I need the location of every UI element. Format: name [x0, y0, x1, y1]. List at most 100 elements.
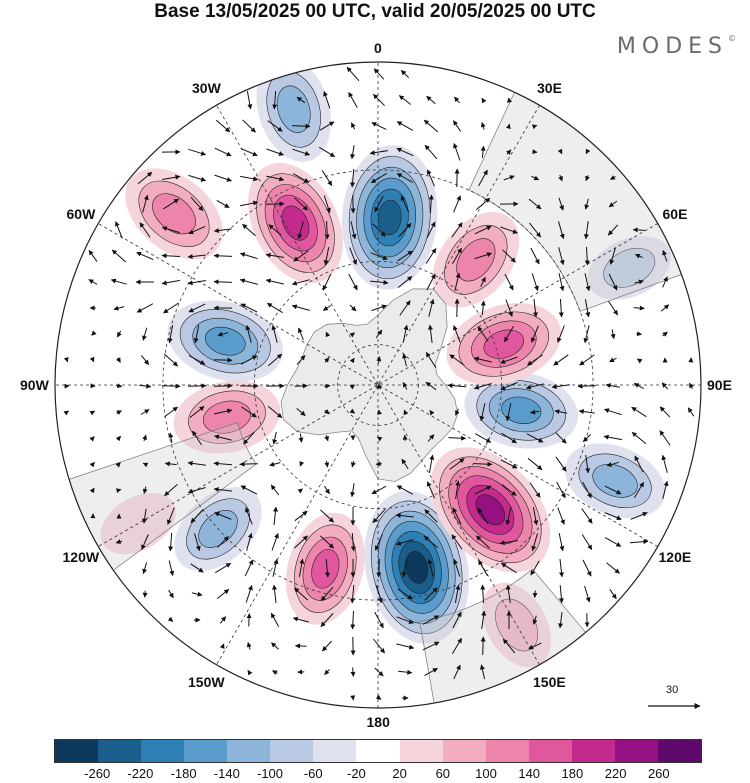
wind-arrow: [349, 384, 356, 390]
wind-arrow: [217, 331, 229, 337]
wind-arrow: [454, 584, 461, 603]
wind-arrow: [604, 485, 622, 495]
wind-arrow: [292, 148, 311, 156]
wind-arrow: [582, 434, 592, 442]
wind-arrow: [188, 355, 206, 365]
wind-arrow: [161, 226, 180, 234]
wind-arrow: [396, 616, 414, 624]
wind-arrow: [292, 616, 309, 623]
colorbar-swatch: [485, 740, 529, 762]
wind-arrow: [267, 120, 283, 132]
wind-arrow: [477, 507, 489, 524]
wind-arrow: [163, 302, 179, 314]
wind-arrow: [113, 305, 125, 311]
wind-arrow: [323, 383, 331, 389]
colorbar-swatch: [442, 740, 486, 762]
wind-arrow: [401, 559, 408, 578]
wind-arrow: [320, 613, 334, 627]
wind-arrow: [267, 353, 283, 367]
wind-arrow: [398, 223, 412, 237]
wind-arrow: [246, 532, 253, 551]
wind-arrow: [376, 585, 383, 604]
wind-arrow: [687, 407, 695, 417]
wind-arrow: [371, 122, 387, 130]
wind-arrow: [63, 356, 69, 363]
wind-arrow: [501, 432, 517, 444]
wind-arrow: [558, 197, 564, 211]
wind-arrow: [453, 195, 462, 213]
wind-arrow: [447, 383, 467, 389]
wind-arrow: [422, 641, 440, 651]
anomaly-center: [285, 512, 365, 625]
wind-arrow: [142, 434, 147, 442]
wind-arrow: [502, 638, 516, 654]
wind-arrow: [451, 222, 463, 238]
vector-scale-label: 30: [666, 684, 679, 696]
anomaly-center: [364, 491, 470, 644]
wind-arrow: [214, 408, 233, 415]
wind-arrow: [505, 507, 512, 526]
modes-logo: MODES©: [617, 34, 736, 59]
wind-arrow: [374, 611, 384, 629]
wind-arrow: [532, 590, 538, 598]
longitude-label: 90E: [707, 377, 732, 393]
wind-arrow: [453, 325, 461, 343]
wind-arrow: [480, 276, 486, 288]
wind-arrow: [527, 457, 543, 471]
anomaly-contour: [405, 550, 429, 584]
wind-arrow: [325, 331, 331, 338]
wind-arrow: [660, 304, 670, 312]
wind-arrow: [558, 247, 565, 266]
wind-arrow: [396, 121, 414, 131]
wind-arrow: [373, 638, 385, 654]
anomaly-contour: [603, 247, 656, 288]
wind-arrow: [137, 171, 153, 185]
wind-arrow: [633, 382, 644, 390]
wind-arrow: [396, 147, 414, 157]
wind-arrow: [584, 198, 590, 210]
longitude-label: 180: [366, 714, 390, 730]
wind-arrow: [427, 434, 435, 442]
wind-arrow: [213, 461, 233, 467]
wind-arrow: [453, 664, 461, 680]
wind-arrow: [426, 481, 436, 499]
wind-arrow: [551, 384, 570, 390]
wind-arrow: [272, 558, 279, 577]
wind-arrow: [525, 383, 544, 390]
wind-arrow: [661, 454, 668, 473]
wind-arrow: [265, 201, 285, 207]
wind-vectors: [63, 66, 695, 701]
wind-arrow: [346, 66, 360, 82]
wind-arrow: [553, 354, 569, 366]
wind-arrow: [375, 461, 383, 467]
anomaly-contour: [592, 463, 638, 498]
wind-arrow: [323, 195, 331, 214]
wind-arrow: [142, 508, 148, 524]
wind-arrow: [533, 299, 538, 318]
wind-arrow: [474, 433, 492, 443]
anomaly-contour: [501, 396, 542, 424]
wind-arrow: [190, 196, 204, 212]
wind-arrow: [164, 406, 179, 418]
wind-arrow: [475, 197, 491, 211]
wind-arrow: [479, 403, 486, 422]
wind-arrow: [110, 278, 127, 285]
wind-arrow: [348, 273, 358, 291]
wind-arrow: [88, 279, 98, 285]
longitude-label: 30W: [192, 80, 221, 96]
wind-arrow: [240, 485, 258, 495]
wind-arrow: [89, 436, 95, 442]
wind-arrow: [425, 381, 437, 391]
wind-arrow: [296, 408, 306, 416]
wind-arrow: [298, 558, 305, 577]
wind-arrow: [428, 298, 435, 317]
longitude-label: 30E: [537, 80, 562, 96]
wind-arrow: [662, 276, 668, 288]
wind-arrow: [291, 279, 310, 286]
wind-arrow: [374, 667, 384, 677]
wind-arrow: [245, 507, 253, 525]
wind-arrow: [402, 324, 409, 343]
wind-arrow: [473, 356, 492, 363]
wind-arrow: [375, 329, 383, 339]
